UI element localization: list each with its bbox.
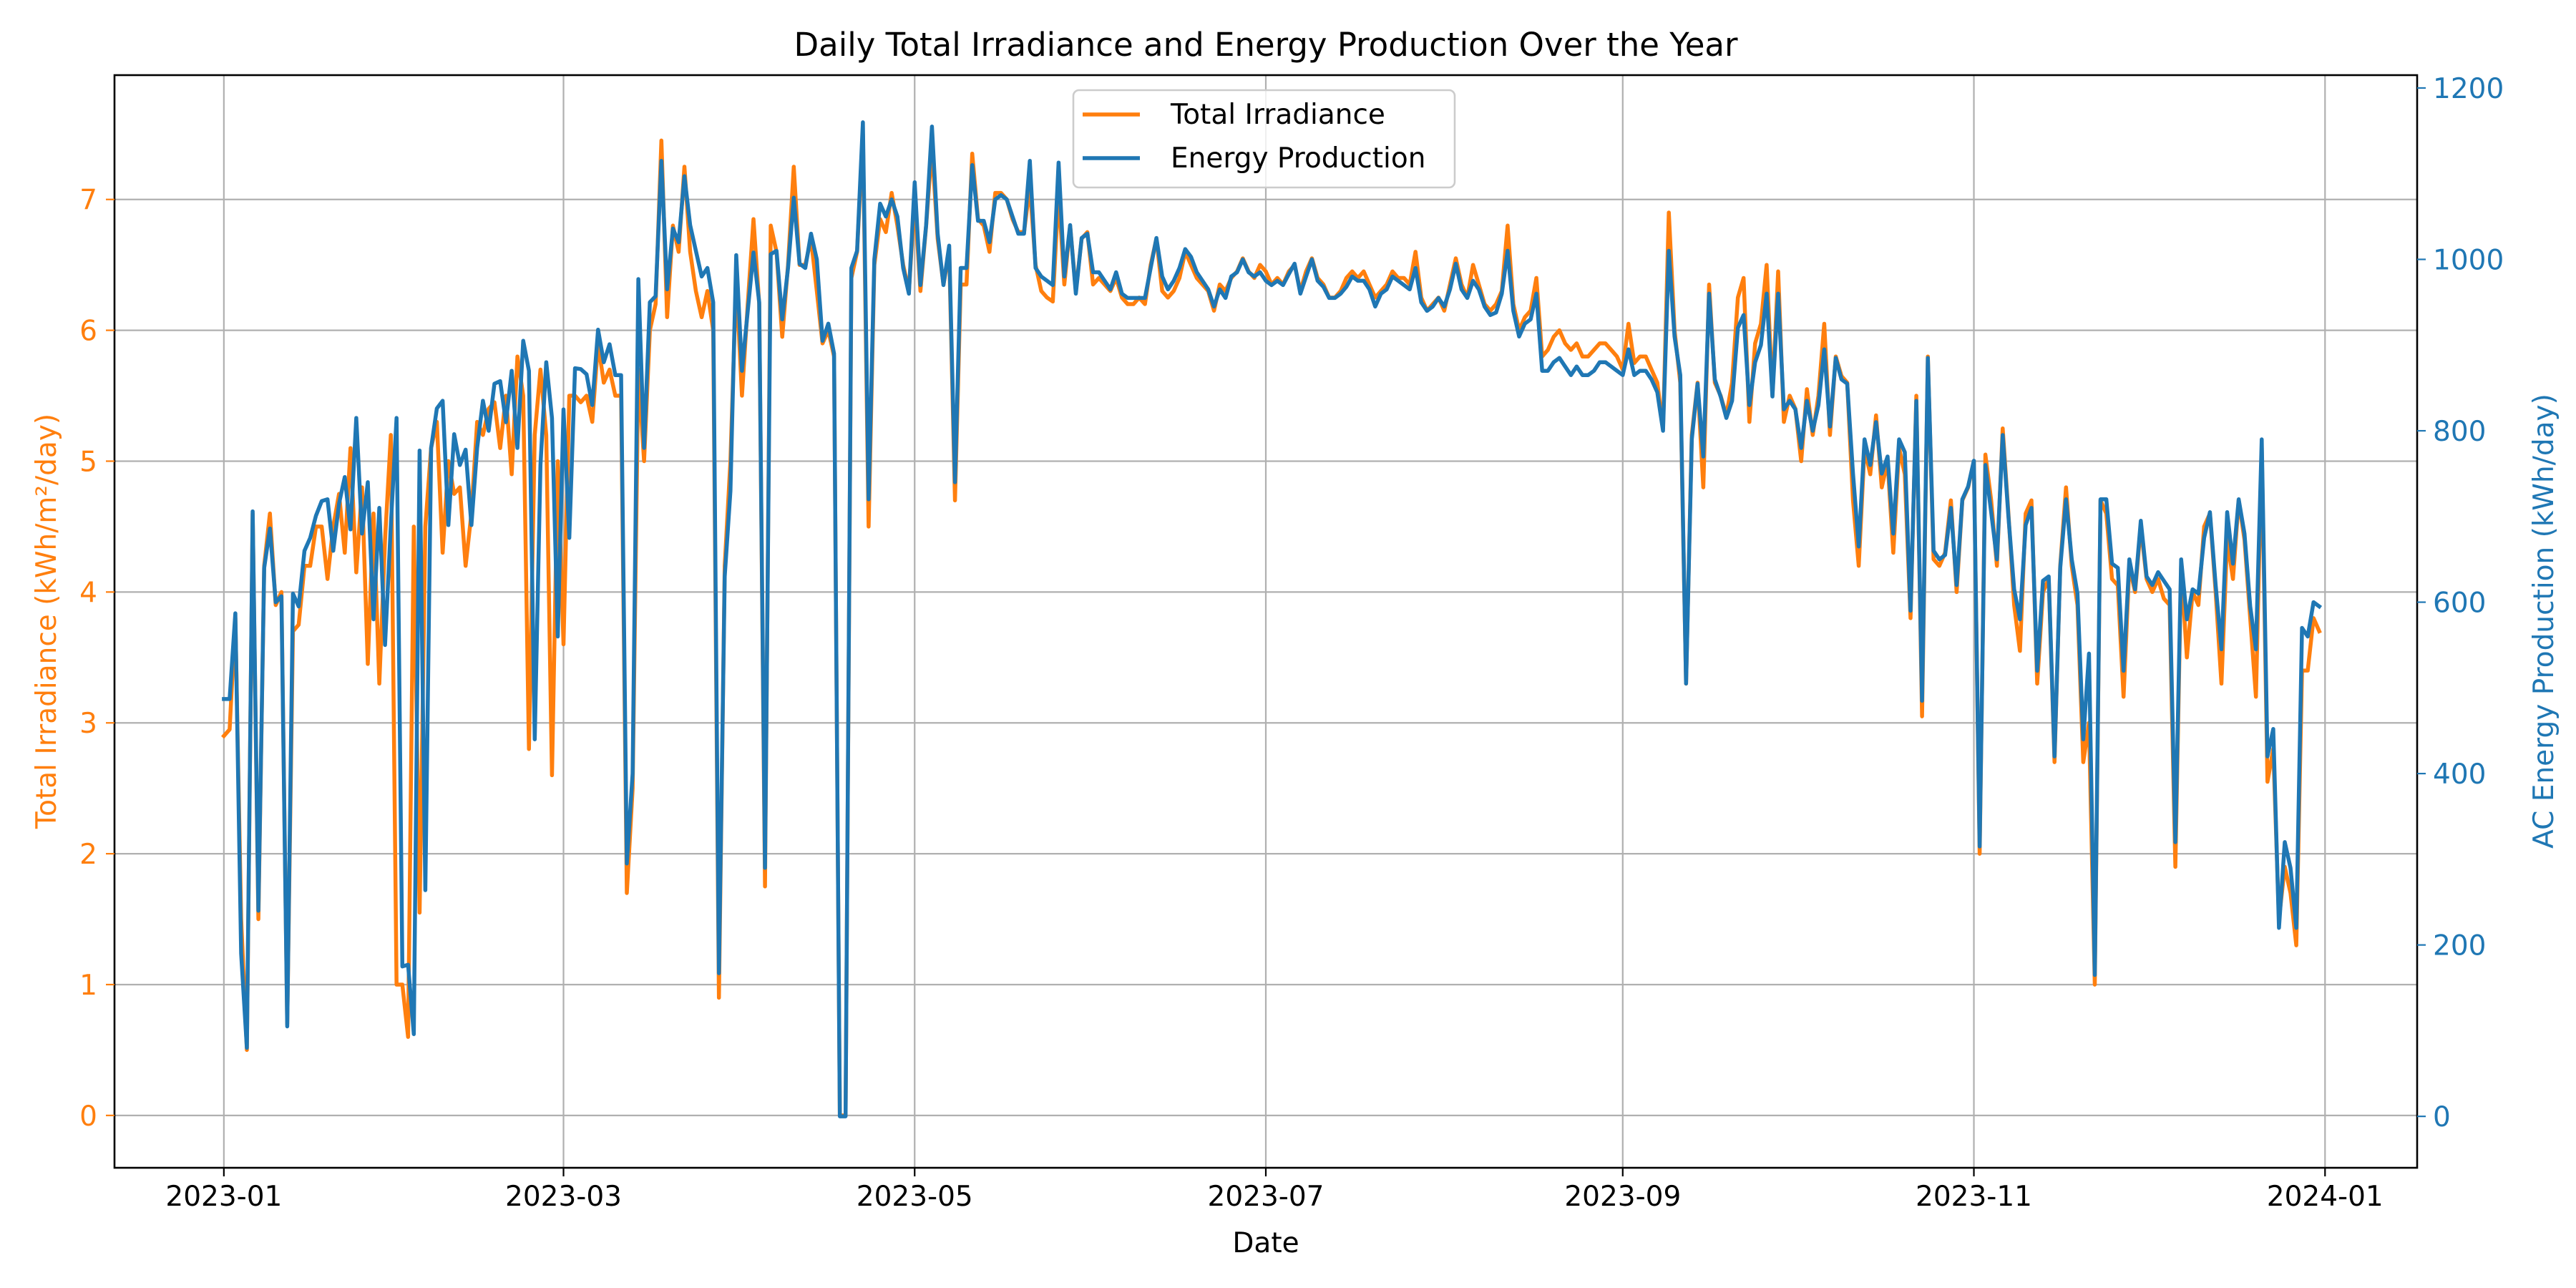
legend: Total Irradiance Energy Production [1072,89,1456,189]
y-right-tick-label: 1000 [2433,244,2504,276]
series-line-energy [222,120,2323,1118]
x-tick-label: 2024-01 [2267,1181,2384,1213]
y-left-tick-label: 7 [79,185,97,217]
x-tick-label: 2023-07 [1208,1181,1324,1213]
x-axis: 2023-01 2023-03 2023-05 2023-07 2023-09 2023-… [165,1168,2384,1213]
x-axis-label: Date [1232,1227,1299,1259]
y-axis-right-label: AC Energy Production (kWh/day) [2528,394,2560,849]
x-tick-label: 2023-11 [1916,1181,2032,1213]
y-right-tick-label: 0 [2433,1101,2451,1133]
y-right-tick-label: 1200 [2433,73,2504,105]
legend-label-irradiance: Total Irradiance [1170,99,1385,131]
y-right-tick-label: 400 [2433,758,2486,791]
chart-title: Daily Total Irradiance and Energy Produc… [794,26,1738,64]
y-left-tick-label: 5 [79,446,97,478]
y-left-tick-label: 4 [79,577,97,609]
x-tick-label: 2023-01 [165,1181,282,1213]
y-axis-right: 0 200 400 600 800 1000 1200 [2417,73,2504,1133]
y-left-tick-label: 2 [79,839,97,871]
y-right-tick-label: 800 [2433,416,2486,448]
y-left-tick-label: 0 [79,1101,97,1133]
legend-box [1072,89,1456,189]
y-left-tick-label: 1 [79,970,97,1002]
x-tick-label: 2023-05 [857,1181,973,1213]
y-right-tick-label: 200 [2433,930,2486,962]
plot-lines [221,120,2323,1118]
x-tick-label: 2023-09 [1564,1181,1681,1213]
y-right-tick-label: 600 [2433,587,2486,620]
legend-label-energy: Energy Production [1171,142,1425,175]
y-left-tick-label: 6 [79,316,97,348]
y-axis-left: 0 1 2 3 4 5 6 7 [79,185,114,1133]
y-left-tick-label: 3 [79,708,97,740]
x-tick-label: 2023-03 [505,1181,622,1213]
grid [114,75,2417,1168]
y-axis-left-label: Total Irradiance (kWh/m²/day) [31,414,63,829]
